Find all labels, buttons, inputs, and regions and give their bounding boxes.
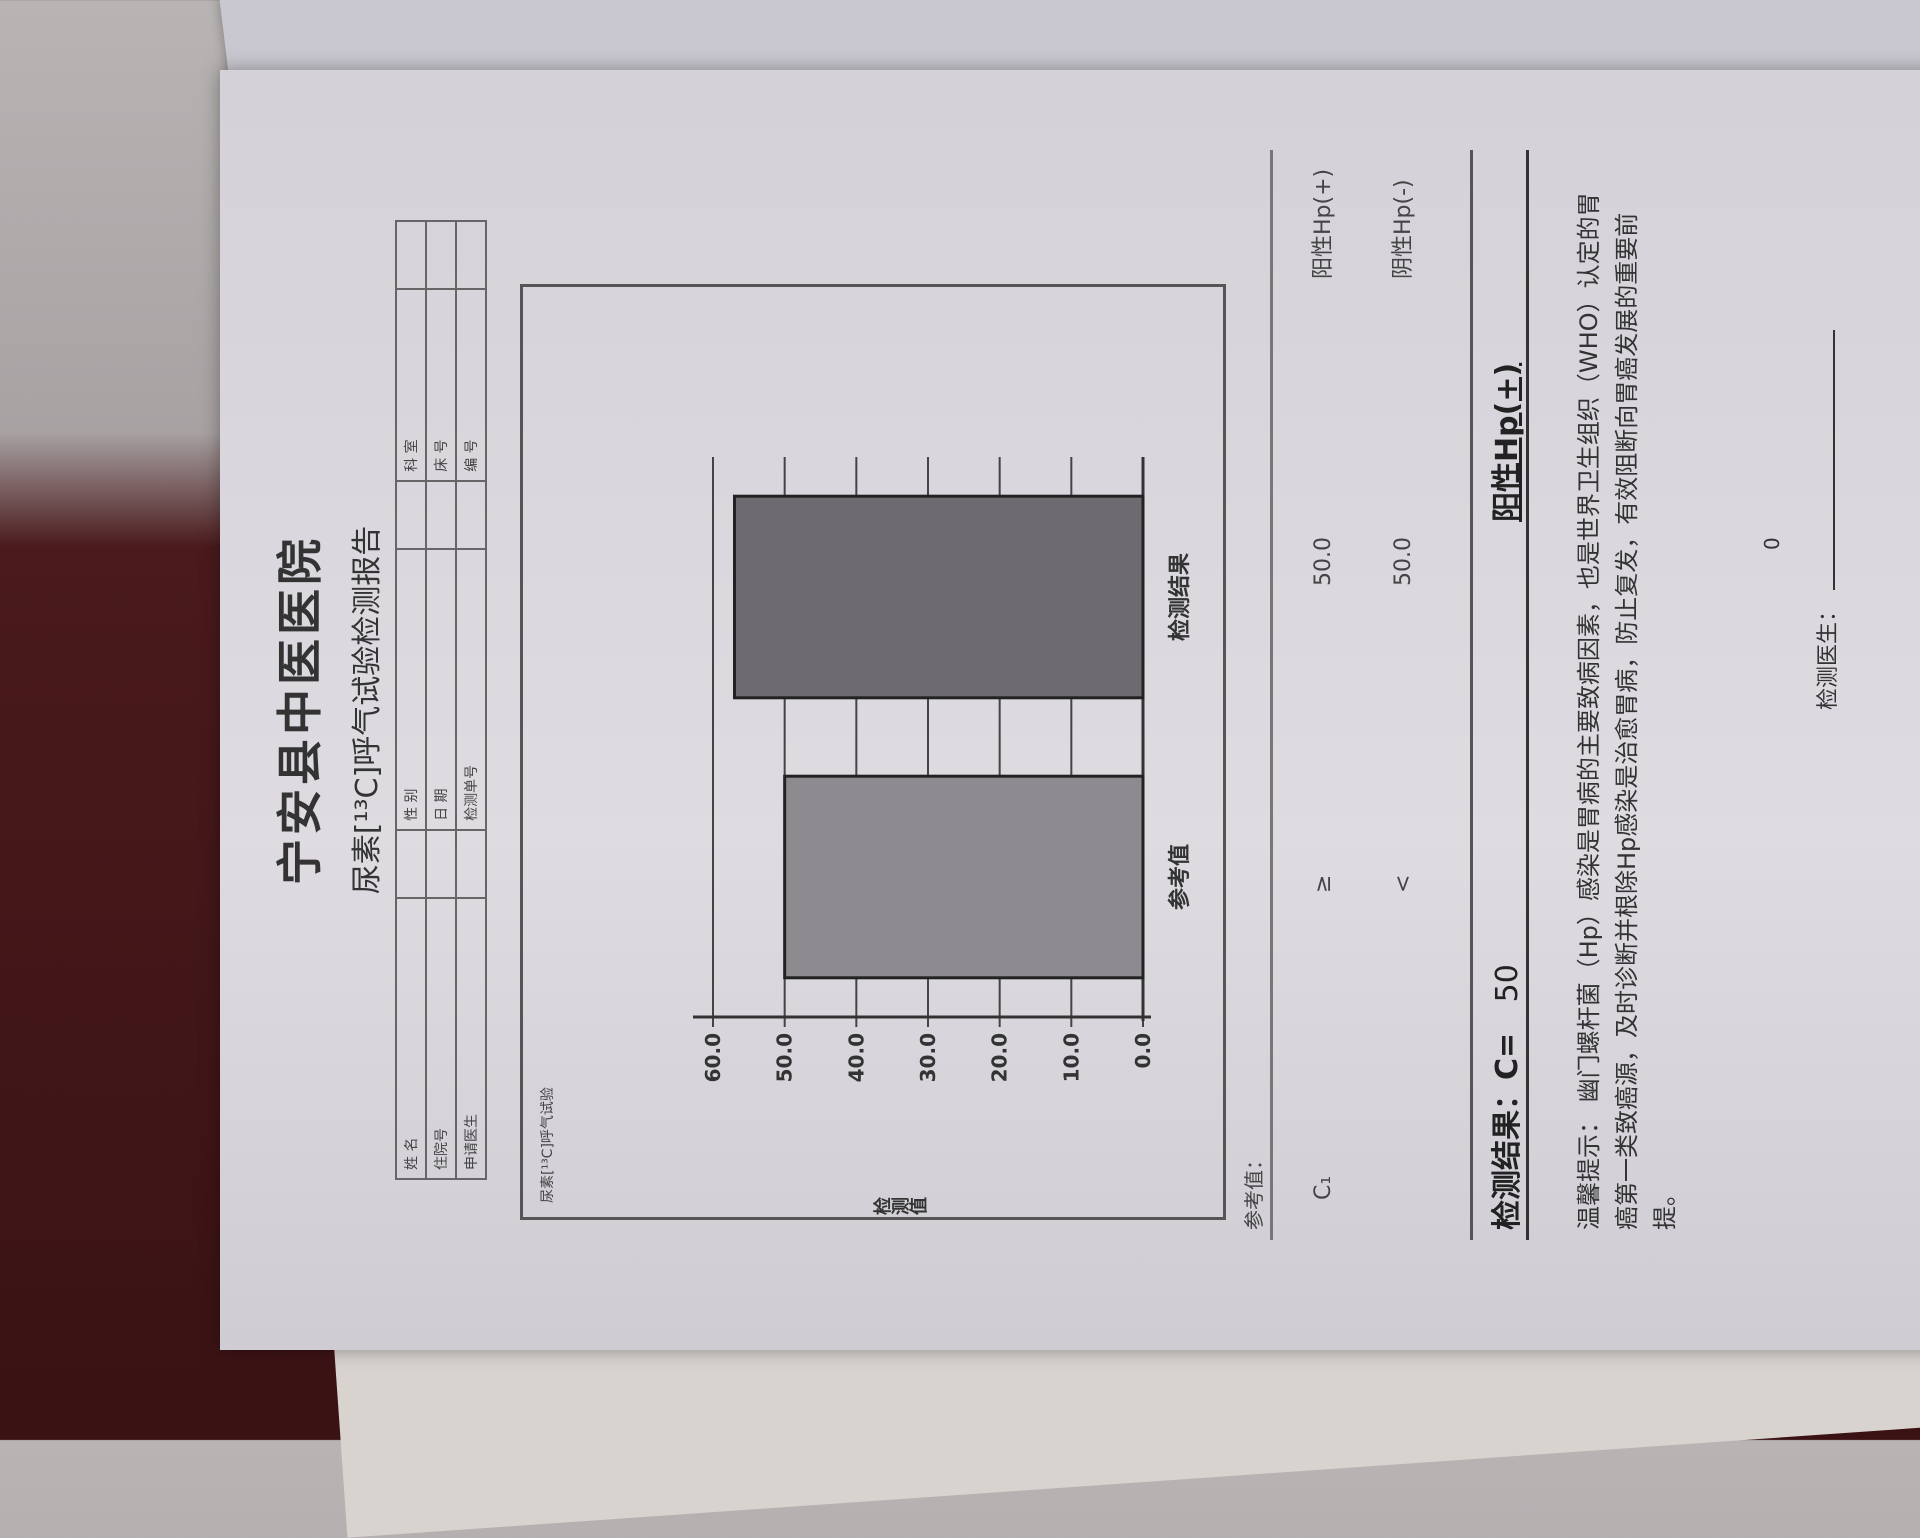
report-title: 尿素[¹³C]呼气试验检测报告	[350, 525, 385, 895]
info-cell: 住院号	[426, 898, 456, 1179]
y-tick-label: 30.0	[916, 1033, 940, 1082]
title-row: 宁安县中医医院	[264, 70, 330, 1350]
reference-operator: ≥	[1311, 874, 1336, 893]
reference-result: 阴性Hp(-)	[1391, 179, 1416, 279]
subtitle-row: 尿素[¹³C]呼气试验检测报告	[342, 70, 386, 1350]
doctor-value: 0	[1760, 537, 1784, 550]
result-status: 阳性Hp(+)	[1490, 362, 1525, 522]
tips-text: 幽门螺杆菌（Hp）感染是胃病的主要致病因素，也是世界卫生组织（WHO）认定的胃癌…	[1575, 192, 1679, 1230]
info-row: 姓 名性 别科 室	[396, 221, 426, 1179]
reference-row: C₁ ≥ 50.0 阳性Hp(+)	[1305, 169, 1337, 1200]
bar	[733, 494, 1145, 700]
info-cell: 床 号	[426, 289, 456, 481]
signature-line	[1833, 329, 1835, 590]
hospital-name: 宁安县中医医院	[273, 535, 327, 885]
test-result: 检测结果：C= 50 阳性Hp(+)	[1482, 363, 1526, 1230]
info-cell	[426, 221, 456, 290]
reference-operator: <	[1391, 874, 1416, 893]
y-tick-label: 20.0	[988, 1033, 1012, 1082]
y-tick-label: 60.0	[701, 1033, 725, 1082]
tips: 温馨提示： 幽门螺杆菌（Hp）感染是胃病的主要致病因素，也是世界卫生组织（WHO…	[1570, 170, 1684, 1230]
info-cell	[396, 480, 426, 550]
info-cell	[456, 221, 486, 290]
x-category-label: 参考值	[1167, 844, 1193, 910]
y-tick-label: 40.0	[844, 1033, 868, 1082]
result-value: 50	[1490, 964, 1525, 1003]
info-cell: 姓 名	[396, 898, 426, 1179]
info-row: 申请医生 检测单号 编 号	[456, 221, 486, 1179]
info-cell: 科 室	[396, 289, 426, 481]
y-tick-label: 0.0	[1131, 1033, 1155, 1068]
reference-label: 参考值：	[1242, 1150, 1266, 1230]
info-cell	[426, 480, 456, 550]
tips-label: 温馨提示：	[1575, 1110, 1603, 1230]
info-cell	[456, 480, 486, 550]
reference-symbol: C₁	[1311, 1175, 1336, 1200]
doctor-label: 检测医生：	[1816, 599, 1841, 710]
info-cell	[396, 829, 426, 899]
divider	[1526, 150, 1529, 1240]
bar-chart: 0.0 10.0 20.0 30.0 40.0 50.0 60.0 参考值 检测结果	[693, 457, 1193, 1082]
bar	[783, 774, 1145, 980]
info-cell: 检测单号	[456, 549, 486, 830]
doctor-signature: 检测医生：	[1810, 329, 1842, 710]
report-page: 宁安县中医医院 尿素[¹³C]呼气试验检测报告 姓 名 性 别 科 室住院号 日 期 床…	[220, 70, 1920, 1350]
divider	[1470, 150, 1473, 1240]
reference-result: 阳性Hp(+)	[1311, 168, 1336, 279]
divider	[1270, 150, 1273, 1240]
info-row: 住院号日 期床 号	[426, 221, 456, 1179]
y-tick-label: 50.0	[773, 1033, 797, 1082]
info-cell: 申请医生	[456, 898, 486, 1179]
patient-info-table: 姓 名 性 别 科 室住院号 日 期 床 号申请医生 检测单号 编 号	[395, 220, 487, 1180]
info-cell: 编 号	[456, 289, 486, 481]
info-cell: 性 别	[396, 549, 426, 830]
info-cell	[426, 829, 456, 899]
reference-value: 50.0	[1311, 537, 1336, 586]
y-tick-label: 10.0	[1059, 1033, 1083, 1082]
reference-row: < 50.0 阴性Hp(-)	[1385, 179, 1417, 1200]
result-label: 检测结果：C=	[1490, 1032, 1525, 1230]
info-cell	[456, 829, 486, 899]
info-cell: 日 期	[426, 549, 456, 830]
x-category-label: 检测结果	[1167, 553, 1193, 641]
reference-value: 50.0	[1391, 537, 1416, 586]
chart-box: 尿素[¹³C]呼气试验 检测值 0.0 10.0 20.0 30.0 40.0 50.0 6…	[520, 284, 1226, 1220]
info-cell	[396, 221, 426, 290]
